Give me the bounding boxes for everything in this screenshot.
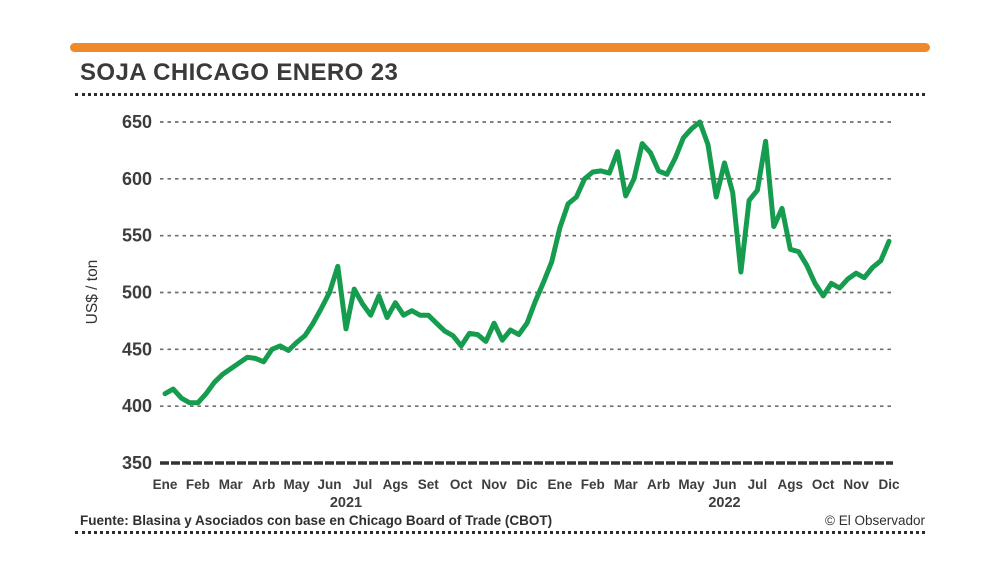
- y-tick-label-650: 650: [122, 112, 152, 132]
- x-tick-label-15: Arb: [647, 477, 670, 492]
- y-tick-label-600: 600: [122, 169, 152, 189]
- source-note: Fuente: Blasina y Asociados con base en …: [80, 513, 553, 528]
- x-tick-label-19: Ags: [778, 477, 804, 492]
- title-divider: [75, 93, 925, 96]
- x-tick-label-12: Ene: [548, 477, 573, 492]
- x-tick-label-17: Jun: [712, 477, 736, 492]
- year-label-2022: 2022: [708, 495, 740, 511]
- y-tick-label-550: 550: [122, 226, 152, 246]
- x-tick-label-18: Jul: [748, 477, 768, 492]
- x-tick-label-7: Ags: [383, 477, 409, 492]
- x-tick-label-2: Mar: [219, 477, 244, 492]
- x-tick-label-20: Oct: [812, 477, 835, 492]
- x-tick-label-10: Nov: [481, 477, 507, 492]
- x-tick-label-22: Dic: [878, 477, 900, 492]
- x-tick-label-0: Ene: [153, 477, 178, 492]
- accent-bar: [70, 43, 930, 52]
- page-title: SOJA CHICAGO ENERO 23: [80, 59, 399, 86]
- year-label-2021: 2021: [330, 495, 362, 511]
- x-tick-label-16: May: [678, 477, 705, 492]
- x-tick-label-1: Feb: [186, 477, 210, 492]
- x-tick-label-4: May: [284, 477, 311, 492]
- x-tick-label-3: Arb: [252, 477, 275, 492]
- x-tick-label-9: Oct: [450, 477, 473, 492]
- y-axis-title: US$ / ton: [84, 260, 101, 325]
- x-tick-label-5: Jun: [318, 477, 342, 492]
- x-tick-label-11: Dic: [516, 477, 538, 492]
- x-tick-label-6: Jul: [353, 477, 373, 492]
- x-tick-label-13: Feb: [581, 477, 605, 492]
- publisher-credit: © El Observador: [825, 513, 925, 528]
- x-tick-label-14: Mar: [614, 477, 639, 492]
- y-tick-label-400: 400: [122, 396, 152, 416]
- y-tick-label-450: 450: [122, 339, 152, 359]
- price-line-series: [162, 119, 892, 406]
- y-tick-label-350: 350: [122, 453, 152, 473]
- x-tick-label-8: Set: [418, 477, 440, 492]
- footer-divider: [75, 531, 925, 534]
- x-tick-label-21: Nov: [843, 477, 869, 492]
- y-tick-label-500: 500: [122, 283, 152, 303]
